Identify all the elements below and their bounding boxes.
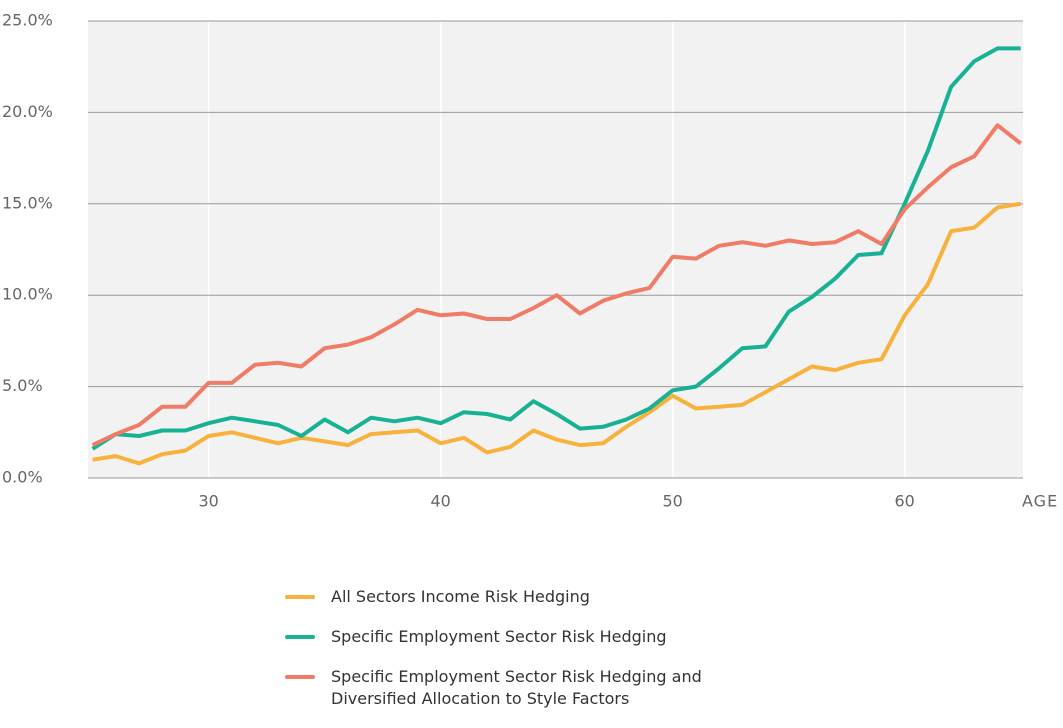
series-line [91, 46, 1021, 451]
y-tick-label: 5.0% [2, 376, 43, 395]
x-tick-label: 30 [198, 492, 218, 511]
y-tick-label: 0.0% [2, 468, 43, 487]
legend-label: Specific Employment Sector Risk Hedging [331, 627, 667, 646]
chart: AGE 30 40 50 60 0.0% 5.0% 10.0% 15.0% 20.0% 25.0% [2, 11, 1058, 511]
page: AGE 30 40 50 60 0.0% 5.0% 10.0% 15.0% 20.0% 25.0%… [2, 10, 1058, 708]
legend: All Sectors Income Risk Hedging Specific … [285, 586, 785, 728]
series-line [91, 123, 1022, 447]
legend-label: Specific Employment Sector Risk Hedging … [331, 667, 702, 708]
series-line [92, 201, 1022, 466]
legend-label: All Sectors Income Risk Hedging [331, 587, 590, 606]
y-tick-label: 25.0% [2, 11, 53, 30]
legend-swatch [285, 635, 315, 639]
y-tick-label: 10.0% [2, 285, 53, 304]
x-tick-label: 40 [430, 492, 450, 511]
x-axis-label: AGE [1022, 492, 1058, 511]
legend-item: All Sectors Income Risk Hedging [285, 586, 785, 608]
plot-area [88, 21, 1023, 478]
y-tick-label: 20.0% [2, 102, 53, 121]
x-tick-label: 60 [894, 492, 914, 511]
y-tick-label: 15.0% [2, 193, 53, 212]
legend-item: Specific Employment Sector Risk Hedging [285, 626, 785, 648]
legend-swatch [285, 675, 315, 679]
legend-swatch [285, 595, 315, 599]
x-tick-label: 50 [662, 492, 682, 511]
legend-item: Specific Employment Sector Risk Hedging … [285, 666, 785, 710]
